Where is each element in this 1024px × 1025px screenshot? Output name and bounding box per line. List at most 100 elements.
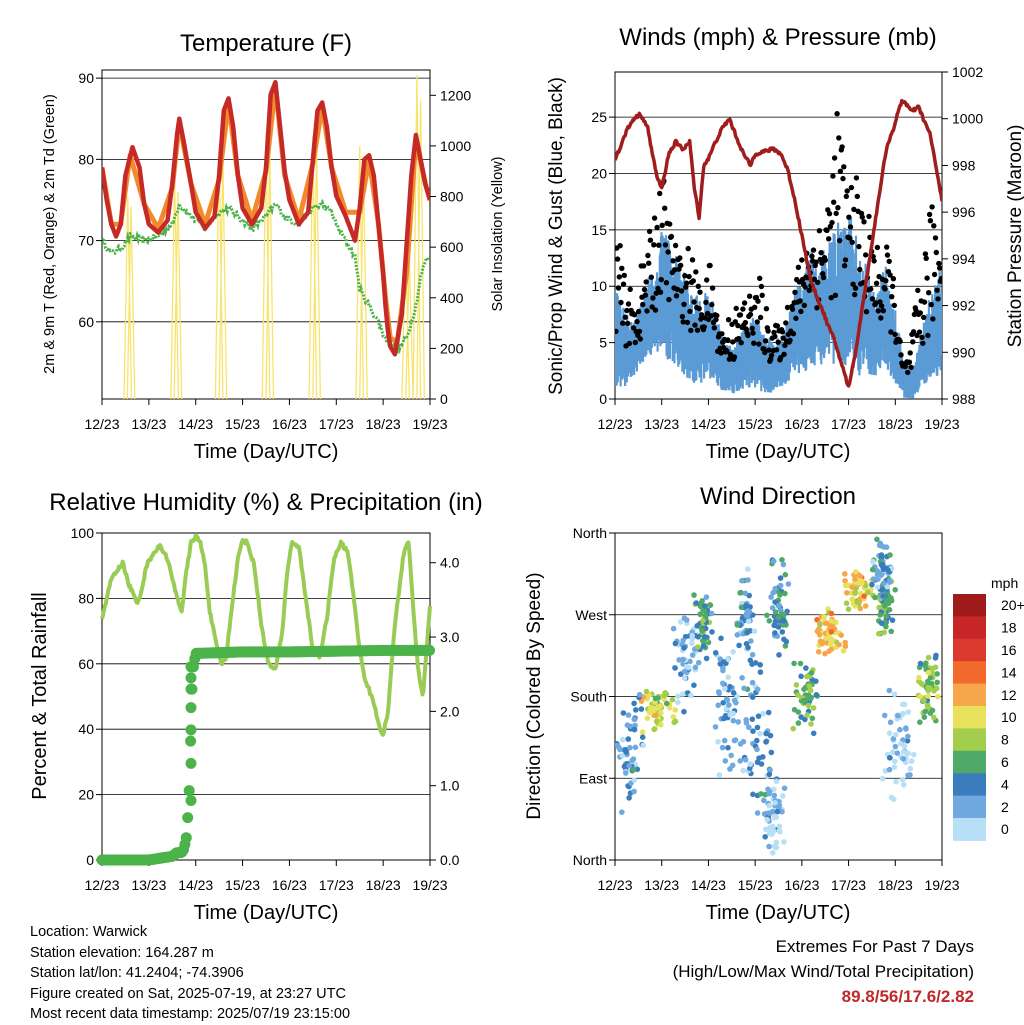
gust-point [655,285,661,292]
direction-point [773,778,780,785]
gust-point [662,205,668,211]
direction-point [672,707,679,713]
gust-point [921,314,927,321]
y-tick-label: 100 [71,525,95,541]
direction-point [865,589,871,596]
direction-point [685,664,692,671]
gust-point [874,244,881,251]
direction-point [925,669,932,676]
direction-point [703,655,710,662]
y2-tick-label: 990 [952,344,976,360]
direction-point [827,641,834,648]
gust-point [679,313,686,320]
direction-point [804,673,810,680]
humidity-chart: Relative Humidity (%) & Precipitation (i… [29,489,483,924]
direction-point [853,569,859,575]
gust-point [868,286,874,292]
gust-point [768,352,775,359]
gust-point [871,258,877,264]
direction-point [932,655,939,661]
x-tick-label: 12/23 [597,416,632,432]
colorbar-swatch [953,594,986,617]
direction-point [658,721,664,728]
direction-point [781,611,787,618]
gust-point [848,184,855,191]
x-tick-label: 15/23 [225,416,260,432]
direction-point [779,629,786,635]
temp-9m-line [102,83,430,345]
gust-point [703,299,709,306]
colorbar-label: 2 [1001,799,1009,815]
gust-point [619,265,625,271]
direction-point [905,733,911,740]
gust-point [897,338,903,344]
gust-point [841,164,847,170]
direction-point [721,715,727,722]
gust-point [836,135,842,141]
gust-point [822,257,828,263]
direction-point [681,668,688,675]
direction-point [777,582,784,589]
gust-point [653,290,659,296]
gust-point [773,347,780,353]
direction-point [927,710,934,716]
direction-point [757,662,763,668]
direction-point [805,702,812,709]
humidity-x-axis-label: Time (Day/UTC) [194,902,339,924]
colorbar-label: 10 [1001,709,1017,725]
direction-point [636,691,643,698]
direction-point [861,593,867,599]
direction-point [804,712,810,718]
gust-point [746,293,753,299]
winds-chart-title: Winds (mph) & Pressure (mb) [619,24,936,51]
colorbar-label: 18 [1001,620,1017,636]
direction-point [734,632,741,638]
gust-point [931,223,937,229]
humidity-y-axis-label: Percent & Total Rainfall [29,592,51,800]
direction-point [890,736,897,742]
gust-point [617,243,623,249]
gust-point [640,301,646,308]
direction-point [908,758,915,764]
direction-point [777,575,784,581]
gust-point [789,306,796,312]
direction-point [917,660,924,667]
direction-point [720,659,727,665]
gust-point [802,284,808,290]
gust-point [745,332,751,339]
gust-point [873,280,880,286]
direction-point [737,590,743,596]
x-tick-label: 12/23 [597,877,632,893]
colorbar-swatch [953,818,986,841]
y-tick-label: 80 [78,590,94,606]
direction-point [870,558,876,565]
gust-point [643,279,649,285]
y-tick-label: North [573,525,607,541]
direction-point [935,693,941,700]
gust-point [667,221,673,227]
direction-point [740,738,747,745]
gust-point [884,244,890,250]
gust-point [851,206,857,213]
x-tick-label: 19/23 [412,416,447,432]
direction-point [741,685,747,692]
direction-point [772,800,778,806]
direction-axes: North East South West North 12/23 13/23 14/23 15… [570,525,959,893]
direction-point [734,622,741,628]
direction-point [849,596,855,603]
direction-point [836,641,842,648]
colorbar-swatch [953,616,986,640]
gust-point [698,316,704,322]
direction-point [760,710,766,717]
gust-point [921,299,928,305]
x-tick-label: 14/23 [691,877,726,893]
direction-point [782,571,789,578]
gust-point [830,173,836,179]
direction-point [749,716,756,722]
direction-point [903,725,909,731]
gust-point [719,331,725,337]
gust-point [615,256,621,262]
gust-point [766,347,772,353]
direction-point [933,685,940,692]
